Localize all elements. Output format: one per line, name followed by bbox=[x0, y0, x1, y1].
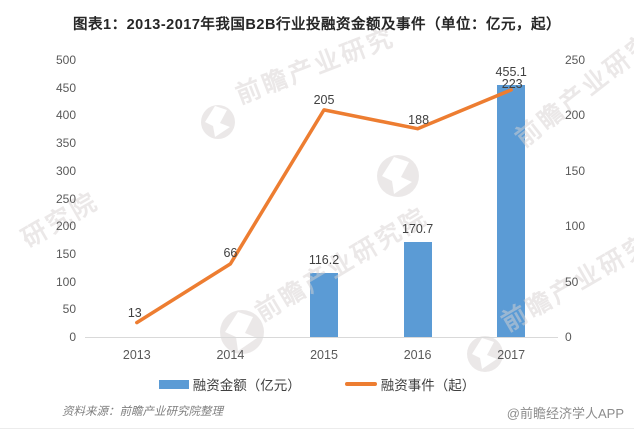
x-axis-category-label: 2017 bbox=[497, 348, 526, 362]
y-axis-left-tick: 500 bbox=[55, 53, 76, 67]
x-axis-category-label: 2016 bbox=[403, 348, 432, 362]
watermark-text: 前瞻产业研究院 bbox=[250, 201, 433, 327]
line-value-label: 223 bbox=[501, 76, 523, 91]
bar-series-swatch bbox=[158, 379, 189, 389]
line-value-label: 66 bbox=[223, 245, 238, 260]
bar-2015 bbox=[310, 272, 338, 337]
legend-item-bar: 融资金额（亿元） bbox=[158, 374, 301, 394]
line-value-label: 205 bbox=[313, 92, 335, 107]
y-axis-right-tick: 150 bbox=[565, 163, 586, 178]
x-axis-category-label: 2014 bbox=[216, 348, 245, 362]
line-series bbox=[135, 88, 513, 325]
bar-2017 bbox=[497, 84, 526, 337]
y-axis-left-tick: 200 bbox=[55, 219, 76, 234]
y-axis-left-tick: 150 bbox=[55, 246, 76, 261]
line-value-label: 13 bbox=[127, 305, 142, 320]
y-axis-left-tick: 50 bbox=[62, 302, 76, 317]
legend-bar-label: 融资金额（亿元） bbox=[192, 378, 301, 393]
y-axis-right-tick: 50 bbox=[565, 274, 579, 289]
y-axis-left-tick: 300 bbox=[55, 163, 76, 178]
line-value-label: 188 bbox=[408, 112, 430, 127]
y-axis-left-tick: 400 bbox=[55, 108, 76, 123]
legend-line-label: 融资事件（起） bbox=[380, 378, 476, 393]
watermark-logo-icon bbox=[201, 105, 235, 139]
credit-note: @前瞻经济学人APP bbox=[506, 406, 624, 421]
bar-value-label: 170.7 bbox=[401, 222, 434, 237]
legend-item-line: 融资事件（起） bbox=[344, 374, 476, 394]
watermark-logo-icon bbox=[377, 155, 419, 197]
watermark-text: 前瞻产业研究 bbox=[497, 228, 634, 337]
legend: 融资金额（亿元） 融资事件（起） bbox=[0, 374, 634, 394]
y-axis-left-tick: 100 bbox=[55, 274, 76, 289]
line-series-swatch bbox=[344, 382, 377, 386]
source-note: 资料来源：前瞻产业研究院整理 bbox=[62, 406, 223, 418]
bar-value-label: 116.2 bbox=[308, 252, 340, 267]
watermark-text: 研究院 bbox=[17, 186, 104, 253]
y-axis-right-tick: 250 bbox=[565, 53, 586, 67]
y-axis-left-tick: 250 bbox=[55, 191, 76, 206]
x-axis-category-label: 2015 bbox=[310, 348, 338, 362]
bar-2016 bbox=[403, 242, 432, 337]
x-axis-line bbox=[85, 337, 558, 338]
y-axis-right-tick: 100 bbox=[565, 219, 586, 234]
y-axis-left-tick: 450 bbox=[55, 80, 76, 95]
y-axis-left-tick: 0 bbox=[69, 330, 76, 344]
bar-value-label: 455.1 bbox=[495, 64, 527, 79]
y-axis-right-tick: 200 bbox=[565, 108, 586, 123]
x-axis-category-label: 2013 bbox=[122, 348, 151, 362]
watermark-logo-icon bbox=[220, 310, 264, 354]
chart-title: 图表1：2013-2017年我国B2B行业投融资金额及事件（单位：亿元，起） bbox=[73, 17, 561, 33]
y-axis-right-tick: 0 bbox=[565, 330, 572, 344]
watermark-logo-icon bbox=[467, 336, 503, 372]
watermark-text: 前瞻产业研究 bbox=[510, 26, 634, 152]
watermark-text: 前瞻产业研究 bbox=[232, 22, 399, 109]
y-axis-left-tick: 350 bbox=[55, 136, 76, 151]
